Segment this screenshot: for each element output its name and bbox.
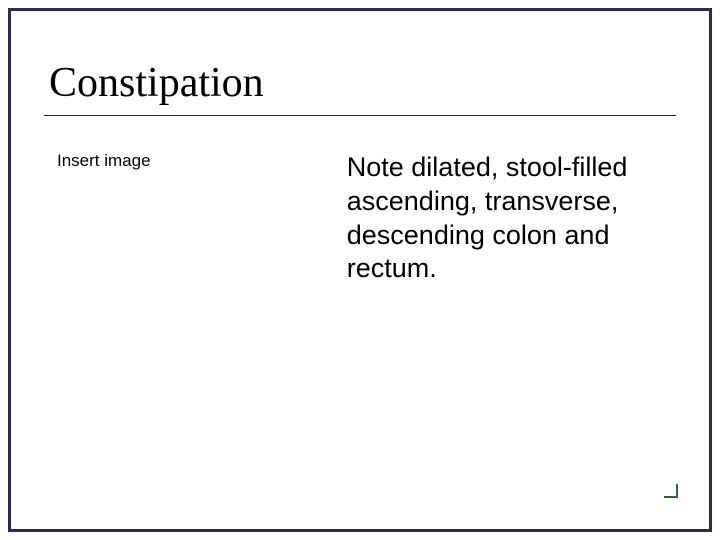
- image-placeholder-area: Insert image: [29, 151, 347, 286]
- content-columns: Insert image Note dilated, stool-filled …: [29, 116, 691, 286]
- placeholder-label: Insert image: [57, 151, 347, 171]
- slide-title: Constipation: [29, 29, 691, 115]
- body-text: Note dilated, stool-filled ascending, tr…: [347, 151, 666, 286]
- text-column: Note dilated, stool-filled ascending, tr…: [347, 151, 691, 286]
- corner-accent-icon: [664, 484, 678, 498]
- slide-content: Constipation Insert image Note dilated, …: [29, 29, 691, 511]
- slide-border: Constipation Insert image Note dilated, …: [8, 8, 712, 532]
